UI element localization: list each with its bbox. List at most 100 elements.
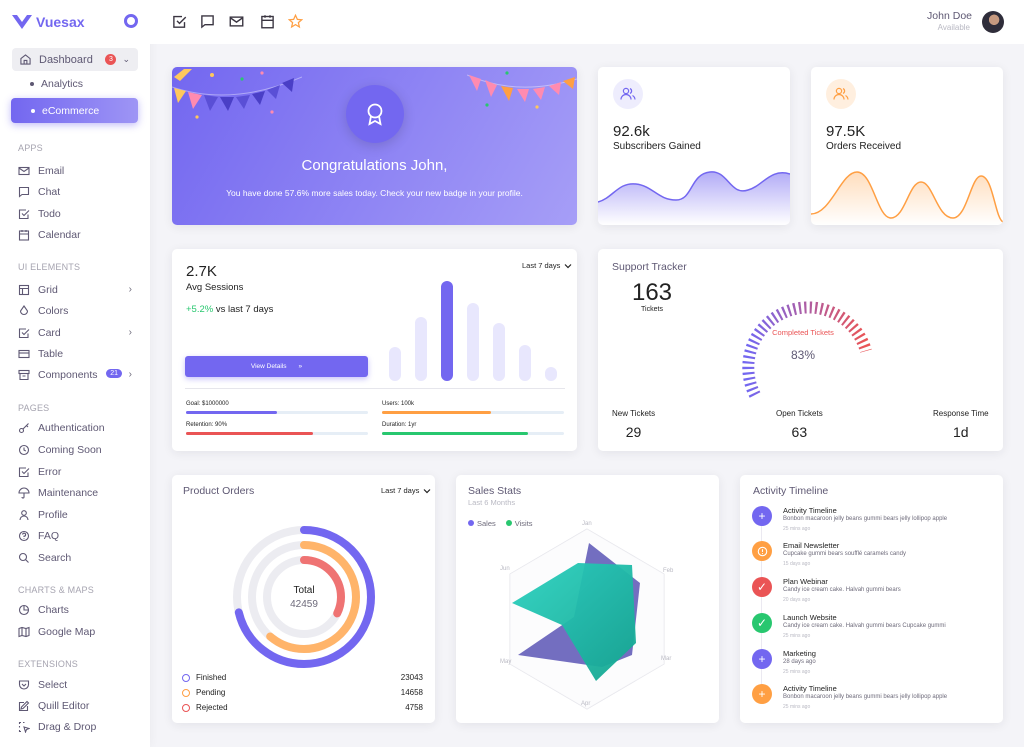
topbar: John Doe Available bbox=[150, 0, 1024, 44]
sidebar-item-label: Profile bbox=[38, 509, 68, 521]
progress-label: Duration: 1yr bbox=[382, 422, 417, 428]
sidebar-item-profile[interactable]: Profile bbox=[18, 506, 136, 524]
timeline-item-desc: Bonbon macaroon jelly beans gummi bears … bbox=[783, 516, 948, 522]
orders-range-dropdown[interactable]: Last 7 days bbox=[381, 486, 431, 495]
sidebar-item-faq[interactable]: FAQ bbox=[18, 527, 136, 545]
archive-icon bbox=[18, 369, 30, 381]
gauge-value: 83% bbox=[790, 348, 816, 362]
sidebar-item-calendar[interactable]: Calendar bbox=[18, 226, 136, 244]
bullet-icon bbox=[31, 108, 35, 113]
orders-radial-chart bbox=[233, 526, 375, 668]
sidebar-item-label: Todo bbox=[38, 208, 61, 220]
sidebar-item-label: eCommerce bbox=[42, 104, 100, 117]
sessions-range-dropdown[interactable]: Last 7 days bbox=[522, 261, 572, 270]
legend-label: Sales bbox=[477, 519, 496, 528]
radar-axis-label: Mar bbox=[661, 656, 672, 662]
sidebar-item-label: Grid bbox=[38, 284, 58, 296]
progress-fill bbox=[186, 432, 314, 435]
sidebar-item-select[interactable]: Select bbox=[18, 676, 136, 694]
subscribers-card: 92.6k Subscribers Gained bbox=[598, 67, 790, 225]
sidebar-item-maintenance[interactable]: Maintenance bbox=[18, 484, 136, 502]
avatar[interactable] bbox=[982, 11, 1004, 33]
sales-stats-card: Sales Stats Last 6 Months Sales Visits J… bbox=[456, 475, 719, 723]
sidebar-item-google-map[interactable]: Google Map bbox=[18, 623, 136, 641]
mail-icon[interactable] bbox=[229, 14, 244, 29]
sidebar-item-todo[interactable]: Todo bbox=[18, 205, 136, 223]
congrats-title: Congratulations John, bbox=[301, 157, 448, 174]
brand[interactable]: Vuesax bbox=[0, 0, 150, 44]
sidebar-item-components[interactable]: Components 21 › bbox=[18, 366, 136, 384]
timeline-item-desc: Candy ice cream cake. Halvah gummi bears bbox=[783, 587, 901, 593]
stat-value: 1d bbox=[953, 424, 969, 440]
user-name[interactable]: John Doe bbox=[927, 10, 972, 22]
radar-axis-label: Feb bbox=[663, 568, 674, 574]
circle-icon bbox=[182, 703, 190, 712]
sidebar-item-analytics[interactable]: Analytics bbox=[30, 78, 83, 90]
pending-ring bbox=[248, 541, 360, 653]
legend-value: 23043 bbox=[400, 673, 423, 682]
brand-name: Vuesax bbox=[36, 14, 85, 30]
product-orders-card: Product Orders Last 7 days Total 42459 F… bbox=[172, 475, 435, 723]
sidebar-item-ecommerce[interactable]: eCommerce bbox=[11, 98, 138, 123]
sessions-bar-chart bbox=[389, 281, 557, 381]
search-icon bbox=[18, 552, 30, 564]
sidebar-item-error[interactable]: Error bbox=[18, 463, 136, 481]
check-square-icon[interactable] bbox=[172, 14, 187, 29]
circle-icon bbox=[182, 688, 190, 697]
star-icon[interactable] bbox=[288, 14, 303, 29]
sidebar-item-drag-drop[interactable]: Drag & Drop bbox=[18, 718, 136, 736]
chevron-right-icon: › bbox=[128, 284, 132, 295]
goal-progress: Goal: $1000000 bbox=[186, 401, 368, 414]
calendar-icon[interactable] bbox=[260, 14, 275, 29]
legend-value: 4758 bbox=[405, 703, 423, 712]
legend-visits[interactable]: Visits bbox=[505, 519, 533, 528]
tickets-count: 163 bbox=[631, 279, 673, 306]
sidebar-item-colors[interactable]: Colors bbox=[18, 302, 136, 320]
sidebar-item-coming-soon[interactable]: Coming Soon bbox=[18, 441, 136, 459]
progress-fill bbox=[186, 411, 277, 414]
message-icon[interactable] bbox=[200, 14, 215, 29]
sidebar-item-authentication[interactable]: Authentication bbox=[18, 419, 136, 437]
umbrella-icon bbox=[18, 487, 30, 499]
chart-bar bbox=[545, 367, 557, 381]
sidebar-item-table[interactable]: Table bbox=[18, 345, 136, 363]
chevron-right-icon: › bbox=[128, 369, 132, 380]
sidebar-item-search[interactable]: Search bbox=[18, 549, 136, 567]
stat-label: Open Tickets bbox=[776, 409, 823, 418]
stat-value: 29 bbox=[625, 424, 642, 440]
avg-sessions-card: 2.7K Avg Sessions +5.2% vs last 7 days V… bbox=[172, 249, 577, 451]
sidebar-item-label: Email bbox=[38, 165, 65, 177]
sidebar-item-chat[interactable]: Chat bbox=[18, 183, 136, 201]
legend-value: 14658 bbox=[400, 688, 423, 697]
sidebar-item-quill-editor[interactable]: Quill Editor bbox=[18, 697, 136, 715]
stat-label: New Tickets bbox=[612, 409, 656, 418]
layout-icon bbox=[18, 284, 30, 296]
progress-fill bbox=[382, 411, 492, 414]
dropdown-label: Last 7 days bbox=[522, 261, 561, 270]
sidebar-item-grid[interactable]: Grid › bbox=[18, 281, 136, 299]
users-progress: Users: 100k bbox=[382, 401, 564, 414]
open-tickets-stat: Open Tickets 63 bbox=[776, 409, 823, 440]
credit-card-icon bbox=[18, 348, 30, 360]
sessions-value: 2.7K bbox=[186, 263, 217, 280]
orders-total-label: Total bbox=[293, 585, 315, 596]
view-details-button[interactable]: View Details » bbox=[185, 356, 368, 377]
activity-timeline-card: Activity Timeline + Activity Timeline Bo… bbox=[740, 475, 1003, 723]
chart-bar bbox=[493, 323, 505, 381]
alert-circle-icon bbox=[752, 541, 772, 561]
sidebar-item-charts[interactable]: Charts bbox=[18, 601, 136, 619]
sidebar-item-dashboard[interactable]: Dashboard 3 ⌄ bbox=[12, 48, 138, 71]
legend-sales[interactable]: Sales bbox=[468, 519, 496, 528]
sidebar-item-email[interactable]: Email bbox=[18, 162, 136, 180]
components-badge: 21 bbox=[106, 369, 122, 378]
home-icon bbox=[20, 54, 31, 65]
sidebar-item-label: Charts bbox=[38, 604, 69, 616]
subscribers-label: Subscribers Gained bbox=[613, 141, 701, 152]
duration-progress: Duration: 1yr bbox=[382, 422, 564, 435]
sidebar-collapse-toggle[interactable] bbox=[124, 14, 138, 28]
sidebar-item-card[interactable]: Card › bbox=[18, 324, 136, 342]
timeline-item-time: 25 mins ago bbox=[783, 704, 811, 710]
timeline-item-time: 25 mins ago bbox=[783, 669, 811, 675]
timeline-item-title: Launch Website bbox=[783, 613, 837, 622]
plus-icon: + bbox=[752, 649, 772, 669]
